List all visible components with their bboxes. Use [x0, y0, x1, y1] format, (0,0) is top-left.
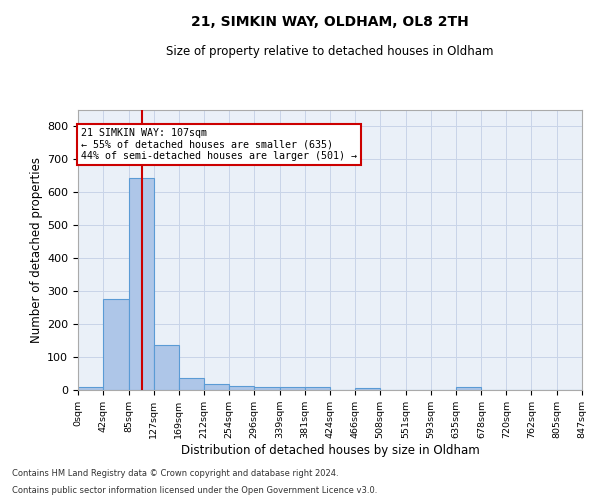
Bar	[154, 344, 179, 390]
Y-axis label: Number of detached properties: Number of detached properties	[30, 157, 43, 343]
Bar	[355, 388, 380, 390]
Text: Contains public sector information licensed under the Open Government Licence v3: Contains public sector information licen…	[12, 486, 377, 495]
Bar	[179, 378, 204, 390]
Text: 21 SIMKIN WAY: 107sqm
← 55% of detached houses are smaller (635)
44% of semi-det: 21 SIMKIN WAY: 107sqm ← 55% of detached …	[81, 128, 357, 162]
Text: Size of property relative to detached houses in Oldham: Size of property relative to detached ho…	[166, 45, 494, 58]
Bar	[305, 386, 330, 390]
Bar	[78, 388, 103, 390]
Bar	[128, 178, 154, 390]
Bar	[229, 386, 254, 390]
Bar	[254, 386, 280, 390]
Text: 21, SIMKIN WAY, OLDHAM, OL8 2TH: 21, SIMKIN WAY, OLDHAM, OL8 2TH	[191, 15, 469, 29]
Bar	[280, 386, 305, 390]
X-axis label: Distribution of detached houses by size in Oldham: Distribution of detached houses by size …	[181, 444, 479, 457]
Bar	[456, 388, 481, 390]
Bar	[204, 384, 229, 390]
Text: Contains HM Land Registry data © Crown copyright and database right 2024.: Contains HM Land Registry data © Crown c…	[12, 468, 338, 477]
Bar	[103, 300, 128, 390]
